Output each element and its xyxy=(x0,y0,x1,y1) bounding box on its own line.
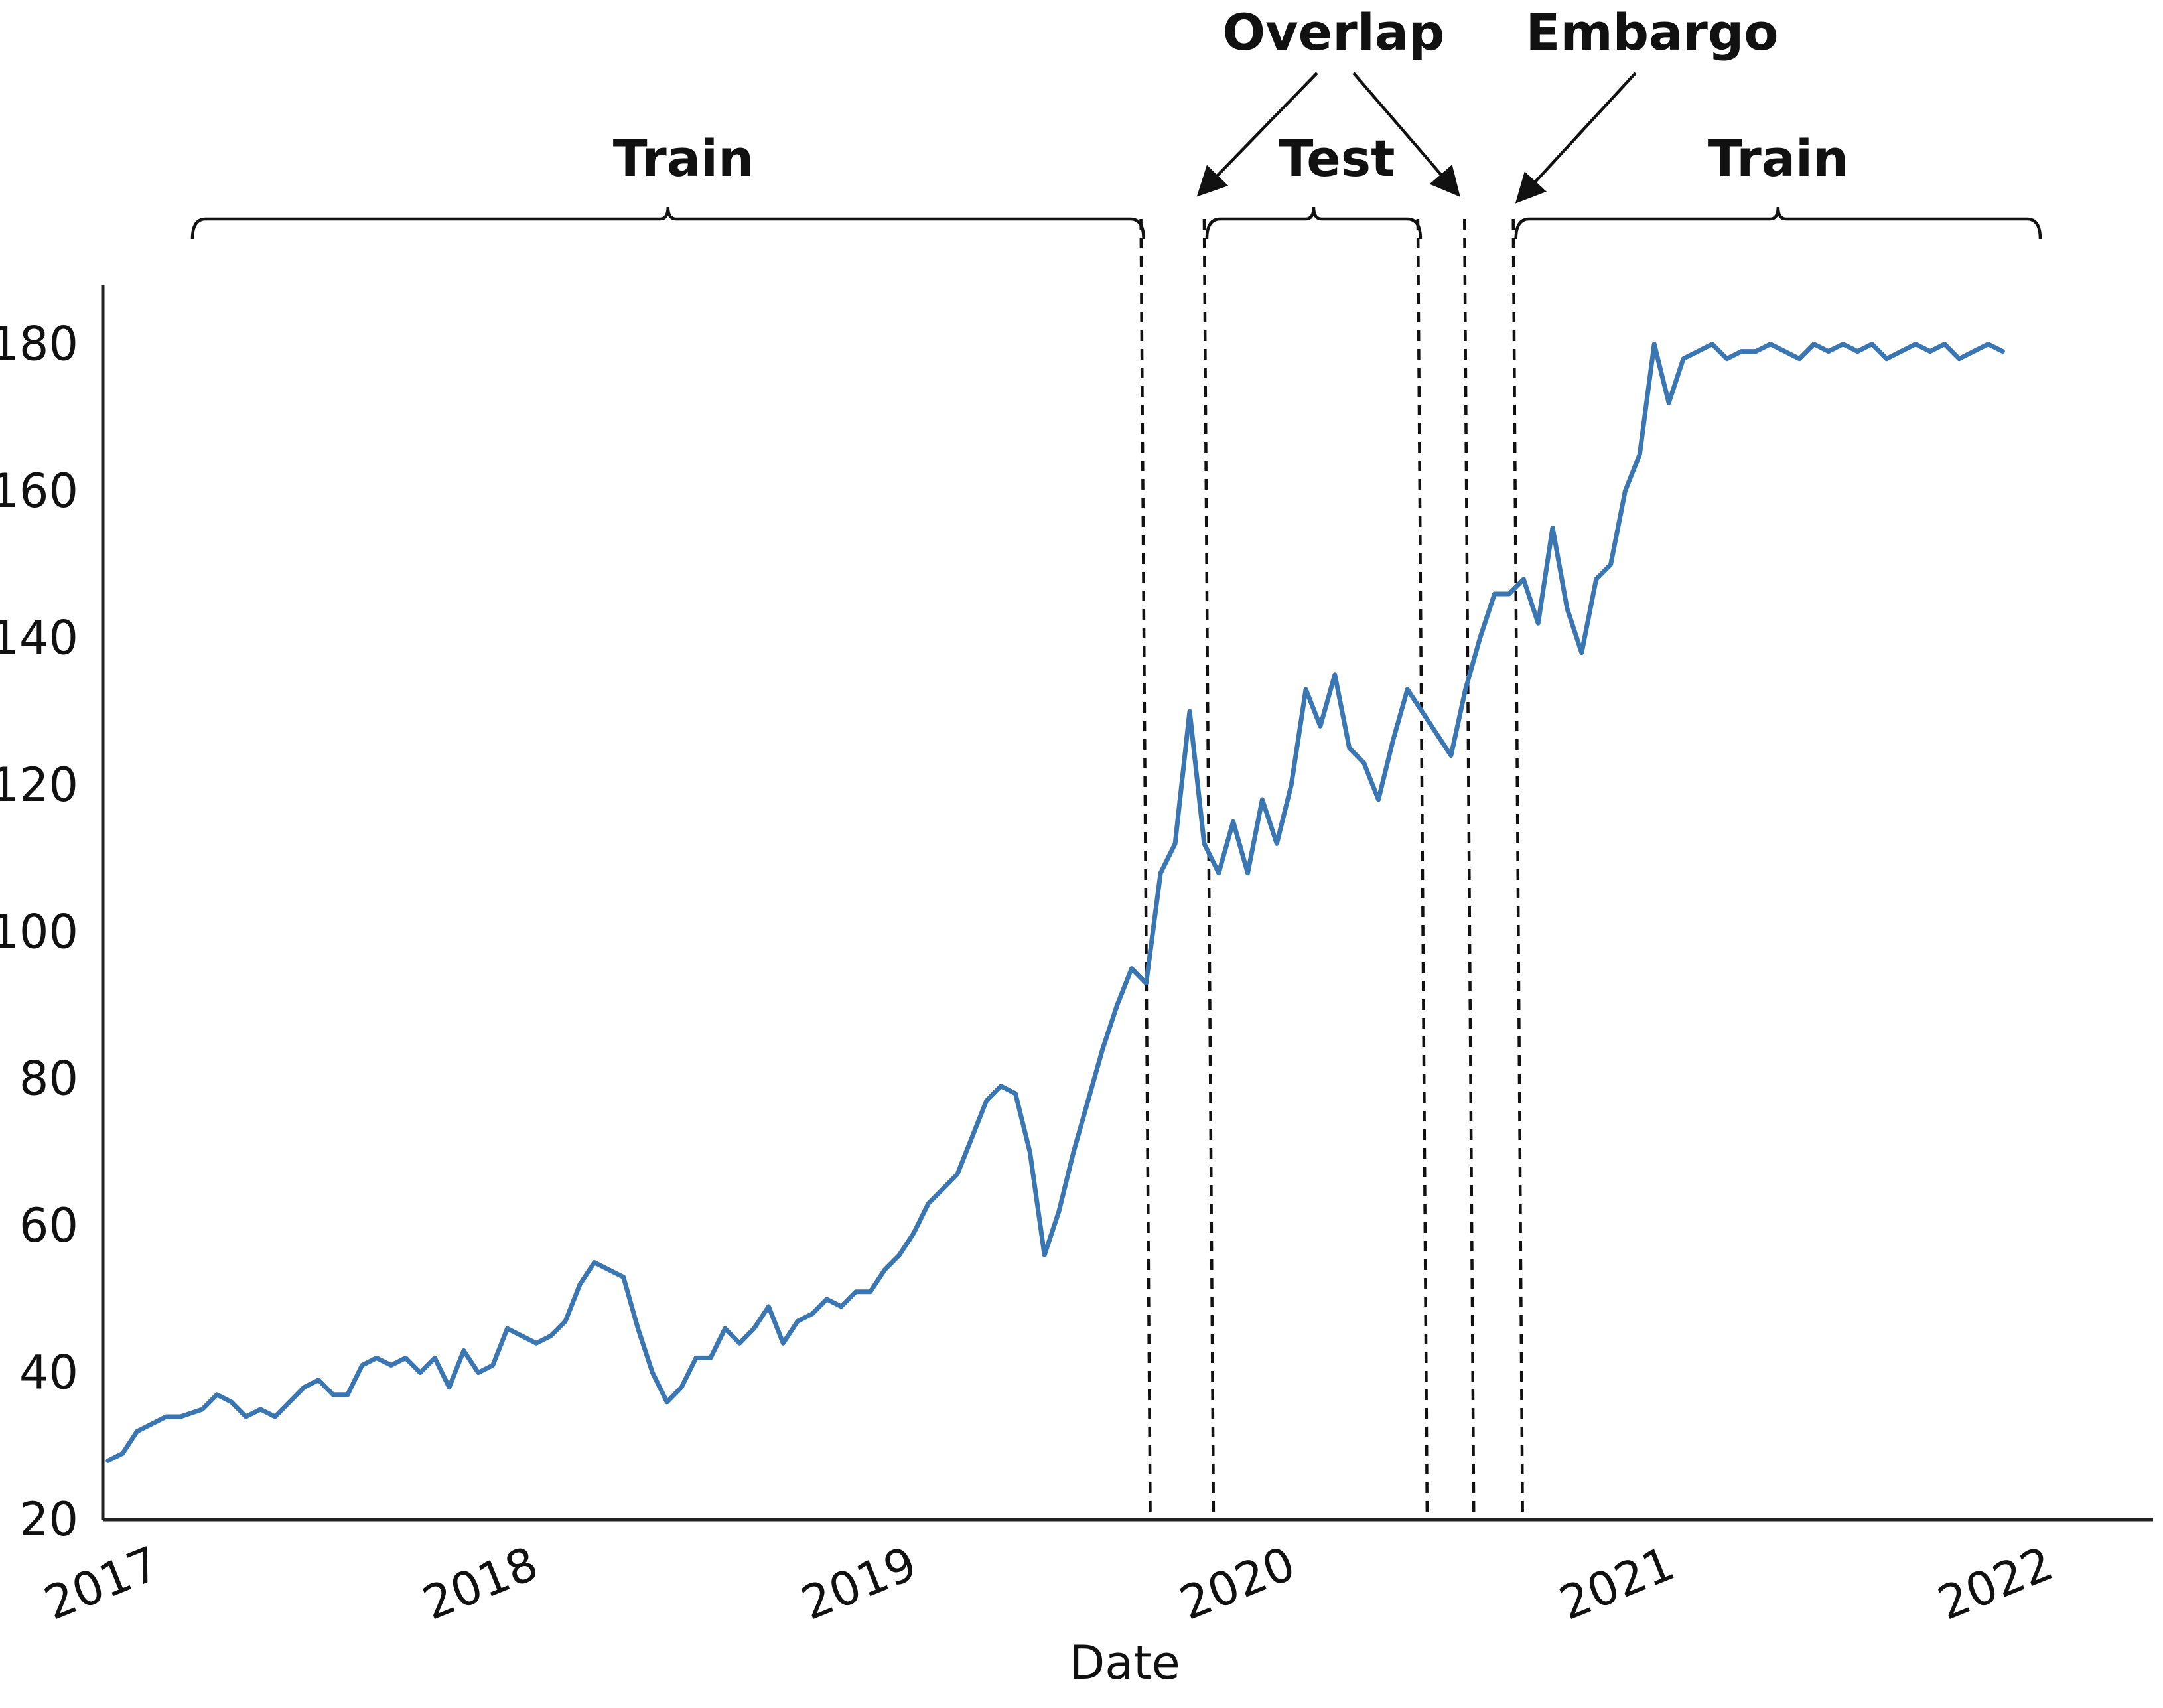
split-boundary-dashed-line xyxy=(1139,218,1152,1517)
split-boundary-dashed-line xyxy=(1416,218,1429,1517)
test-label: Test xyxy=(1279,129,1395,188)
x-tick-label: 2022 xyxy=(1931,1536,2061,1631)
split-boundary-dashed-line xyxy=(1511,218,1524,1517)
annotation-layer xyxy=(190,72,2042,240)
y-tick-label: 60 xyxy=(19,1198,78,1253)
test-brace xyxy=(1205,206,1423,240)
train-right-brace xyxy=(1514,206,2042,240)
x-tick-label: 2021 xyxy=(1552,1536,1682,1631)
y-tick-label: 80 xyxy=(19,1052,78,1106)
train-right-label: Train xyxy=(1708,129,1849,188)
embargo-arrow xyxy=(1515,72,1637,204)
axis-layer: 20 40 60 80 100 120 140 160 180 2017 2018 2019 2020 2… xyxy=(0,285,2153,1631)
train-left-brace xyxy=(190,206,1145,240)
x-axis-label: Date xyxy=(1069,1636,1180,1690)
y-tick-label: 140 xyxy=(0,610,78,665)
x-tick-label: 2017 xyxy=(37,1536,167,1631)
price-series-line xyxy=(105,342,2005,1463)
series-layer xyxy=(105,342,2005,1463)
overlap-arrow-right xyxy=(1352,72,1460,197)
x-tick-label: 2019 xyxy=(794,1536,924,1631)
overlap-label: Overlap xyxy=(1223,3,1445,62)
y-tick-label: 40 xyxy=(19,1346,78,1400)
y-tick-label: 100 xyxy=(0,904,78,959)
train-left-label: Train xyxy=(613,129,754,188)
y-tick-label: 120 xyxy=(0,758,78,812)
x-tick-label: 2020 xyxy=(1172,1536,1302,1631)
x-tick-label: 2018 xyxy=(415,1536,545,1631)
y-tick-label: 20 xyxy=(19,1492,78,1547)
y-tick-label: 180 xyxy=(0,317,78,372)
split-boundary-dashed-line xyxy=(1202,218,1216,1517)
split-boundary-dashed-line xyxy=(1463,218,1476,1517)
split-layer xyxy=(1139,218,1524,1517)
y-tick-label: 160 xyxy=(0,464,78,518)
embargo-label: Embargo xyxy=(1526,3,1779,62)
overlap-arrow-left xyxy=(1196,72,1318,197)
